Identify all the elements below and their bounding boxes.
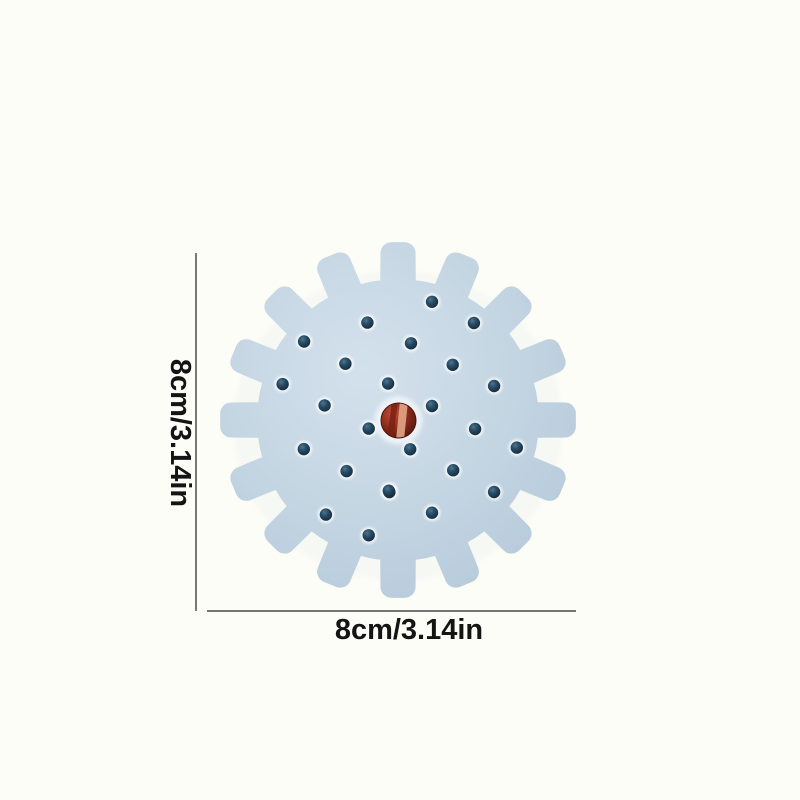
svg-text:8cm/3.14in: 8cm/3.14in <box>335 614 483 646</box>
svg-text:8cm/3.14in: 8cm/3.14in <box>164 359 196 507</box>
